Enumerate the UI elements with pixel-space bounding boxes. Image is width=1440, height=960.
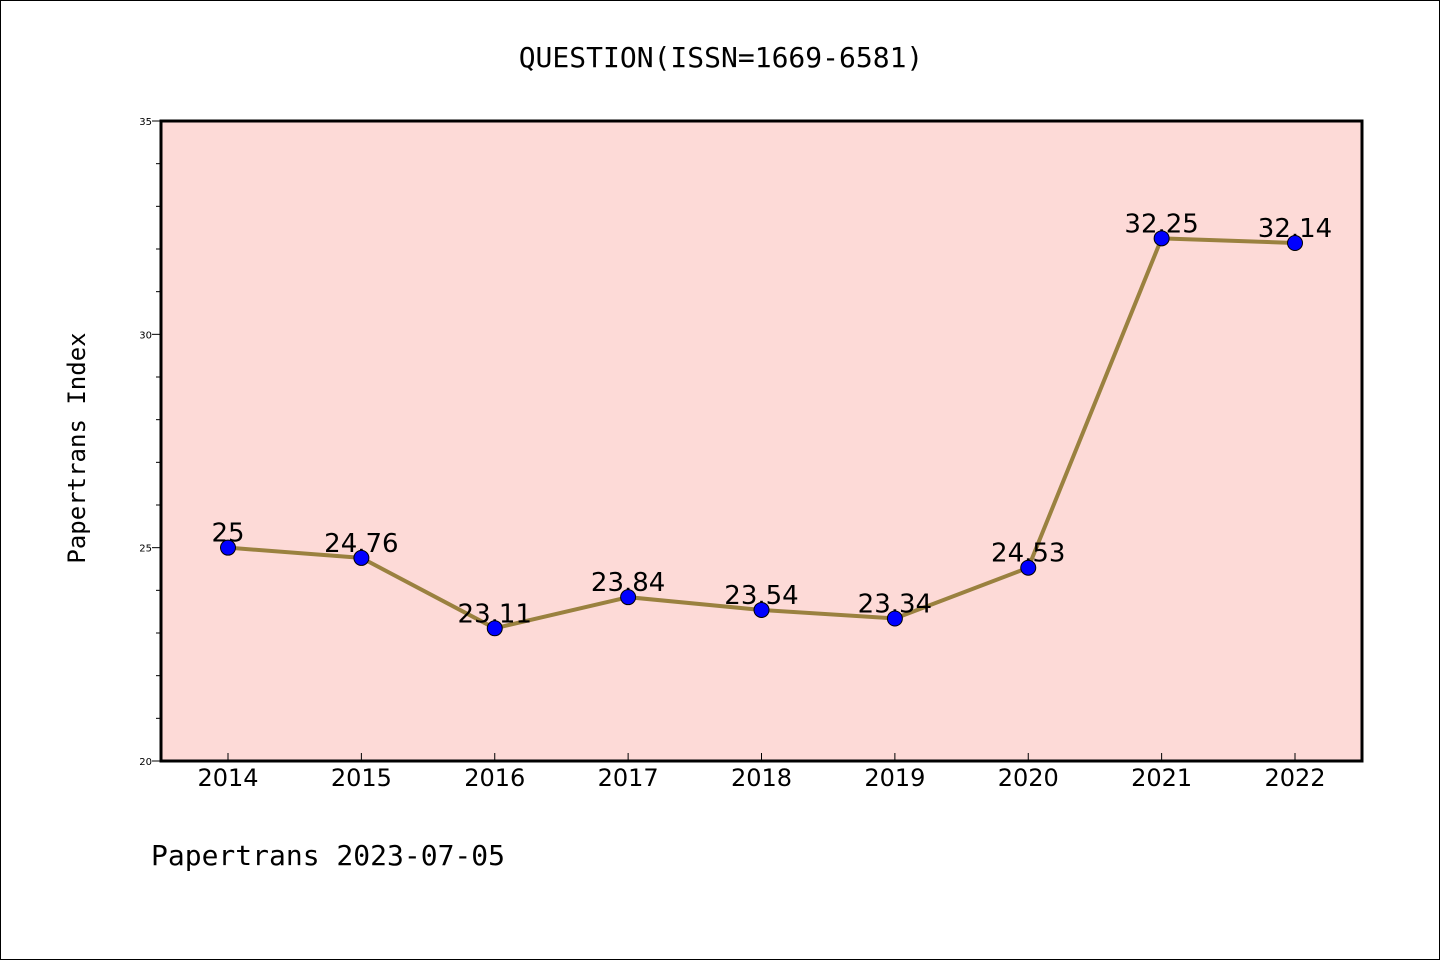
y-tick-labels: 20 25 30 35 bbox=[139, 117, 152, 768]
data-point bbox=[886, 610, 903, 627]
x-tick-label: 2020 bbox=[998, 764, 1059, 792]
data-point bbox=[1287, 235, 1303, 252]
x-tick-labels: 2014 2015 2016 2017 2018 2019 2020 2021 2022 bbox=[197, 764, 1325, 792]
data-point bbox=[220, 539, 236, 556]
y-tick-label: 30 bbox=[139, 330, 152, 341]
x-tick-label: 2022 bbox=[1264, 764, 1325, 792]
data-point bbox=[1153, 230, 1170, 247]
data-point bbox=[620, 589, 637, 606]
plot-area bbox=[161, 121, 1362, 761]
data-point bbox=[1020, 559, 1037, 576]
x-tick-label: 2017 bbox=[598, 764, 659, 792]
x-tick-label: 2014 bbox=[197, 764, 258, 792]
y-axis-label: Papertrans Index bbox=[63, 332, 91, 563]
x-tick-label: 2016 bbox=[464, 764, 525, 792]
x-tick-label: 2015 bbox=[331, 764, 392, 792]
footer-date: Papertrans 2023-07-05 bbox=[151, 839, 505, 872]
data-points bbox=[220, 230, 1303, 637]
y-tick-label: 35 bbox=[139, 117, 152, 128]
data-point bbox=[353, 549, 370, 566]
x-tick-label: 2019 bbox=[864, 764, 925, 792]
x-tick-label: 2018 bbox=[731, 764, 792, 792]
data-point bbox=[486, 620, 503, 637]
y-tick-label: 25 bbox=[139, 544, 152, 555]
y-tick-label: 20 bbox=[139, 757, 152, 768]
chart-title: QUESTION(ISSN=1669-6581) bbox=[519, 41, 924, 74]
data-point bbox=[753, 601, 770, 618]
plot-frame bbox=[159, 119, 1364, 763]
x-tick-label: 2021 bbox=[1131, 764, 1192, 792]
